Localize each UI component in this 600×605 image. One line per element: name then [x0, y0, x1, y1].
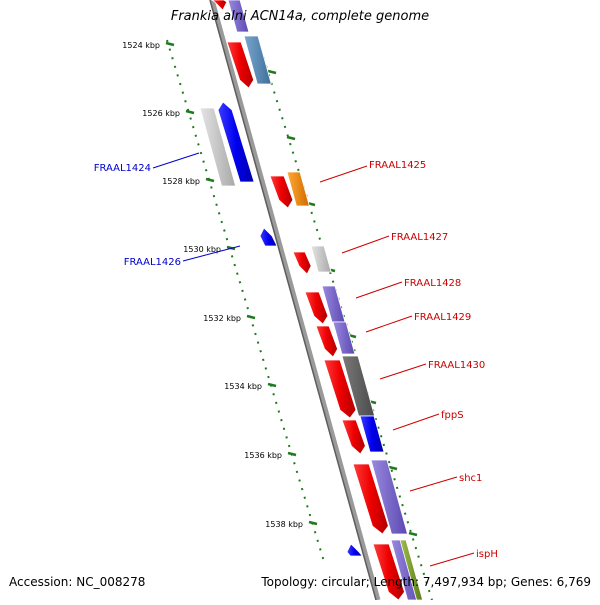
genome-title: Frankia alni ACN14a, complete genome: [170, 9, 430, 24]
gene-label-reverse: FRAAL1426: [124, 257, 181, 268]
gene-label-forward: FRAAL1429: [414, 312, 471, 323]
label-leader: [392, 413, 440, 431]
gene-label-forward: FRAAL1428: [404, 278, 461, 289]
gene-label-forward: ispH: [476, 549, 498, 560]
gene-feature: [292, 251, 312, 275]
ruler-tick-label: 1530 kbp: [183, 245, 221, 254]
gene-label-forward: fppS: [441, 410, 464, 421]
ruler-tick-label: 1528 kbp: [162, 177, 200, 186]
gene-feature: [226, 41, 255, 89]
label-leader: [341, 235, 390, 254]
label-leader: [182, 245, 241, 262]
gene-feature: [310, 245, 332, 273]
genome-backbone: [209, 0, 381, 601]
ruler-tick: [287, 451, 297, 457]
ruler-tick: [165, 41, 175, 47]
track-tick: [408, 531, 418, 537]
gene-label-forward: FRAAL1427: [391, 232, 448, 243]
gene-feature: [352, 463, 389, 535]
gene-label-reverse: FRAAL1424: [94, 163, 151, 174]
label-leader: [152, 152, 200, 169]
ruler-tick-label: 1532 kbp: [203, 314, 241, 323]
gene-feature: [323, 359, 357, 419]
gene-feature: [372, 543, 405, 601]
ruler-tick: [205, 177, 215, 183]
gene-feature: [341, 419, 366, 455]
ruler-track: [166, 39, 326, 566]
ruler-tick: [185, 109, 195, 115]
ruler-tick-label: 1526 kbp: [142, 109, 180, 118]
gene-feature: [315, 325, 339, 358]
ruler-tick: [308, 520, 318, 526]
label-leader: [409, 476, 458, 492]
accession-text: Accession: NC_008278: [9, 575, 146, 589]
ruler-tick-label: 1536 kbp: [244, 451, 282, 460]
gene-feature: [259, 227, 278, 247]
track-tick: [388, 465, 398, 471]
label-leader: [355, 281, 403, 299]
track-tick: [286, 135, 296, 141]
ruler-ticks: 1524 kbp 1526 kbp 1528 kbp 1530 kbp 1532 kbp…: [122, 41, 418, 537]
label-leader: [429, 552, 475, 567]
ruler-tick-label: 1524 kbp: [122, 41, 160, 50]
ruler-tick: [246, 314, 256, 320]
gene-feature: [211, 0, 228, 11]
gene-feature: [217, 101, 255, 183]
label-leader: [379, 363, 427, 380]
genome-summary-text: Topology: circular; Length: 7,497,934 bp…: [261, 575, 591, 589]
ruler-tick: [267, 382, 277, 388]
gene-feature: [359, 415, 385, 453]
gene-labels: FRAAL1424 FRAAL1426 FRAAL1425 FRAAL1427 FRAA…: [94, 152, 498, 567]
gene-feature: [269, 175, 294, 209]
gene-label-forward: FRAAL1430: [428, 360, 485, 371]
gene-label-forward: shc1: [459, 473, 482, 484]
gene-feature: [341, 355, 376, 417]
label-leader: [319, 165, 368, 183]
ruler-tick-label: 1534 kbp: [224, 382, 262, 391]
gene-label-forward: FRAAL1425: [369, 160, 426, 171]
forward-track: [257, 39, 433, 601]
gene-feature: [346, 543, 364, 557]
gene-feature: [243, 35, 272, 85]
gene-features: [199, 0, 424, 601]
ruler-tick-label: 1538 kbp: [265, 520, 303, 529]
gene-feature: [227, 0, 250, 33]
gene-feature: [304, 291, 329, 325]
gene-feature: [332, 321, 356, 355]
gene-feature: [286, 171, 310, 207]
gene-feature: [199, 107, 237, 187]
gene-feature: [370, 459, 409, 535]
label-leader: [365, 315, 413, 333]
track-tick: [267, 69, 277, 75]
